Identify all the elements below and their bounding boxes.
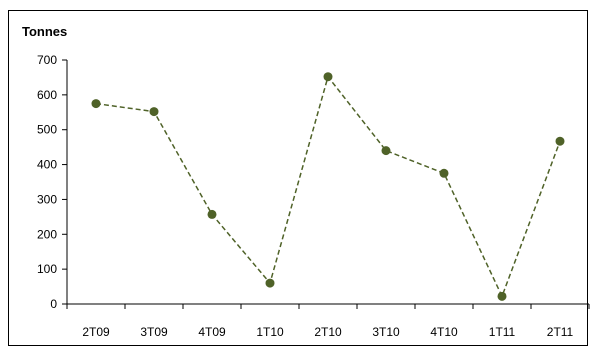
y-tick-label: 500 <box>37 123 57 137</box>
y-tick-label: 100 <box>37 262 57 276</box>
x-tick-label: 1T10 <box>256 325 284 339</box>
y-tick-label: 700 <box>37 53 57 67</box>
x-tick-label: 4T10 <box>430 325 458 339</box>
data-point-4T10 <box>439 168 449 178</box>
series <box>91 72 565 301</box>
x-tick-label: 4T09 <box>198 325 226 339</box>
data-point-4T09 <box>207 209 217 219</box>
y-ticks: 0 100 200 300 400 500 600 700 <box>37 53 67 311</box>
y-tick-label: 0 <box>50 297 57 311</box>
x-tick-label: 3T10 <box>372 325 400 339</box>
series-line <box>95 75 561 299</box>
x-tick-label: 2T09 <box>82 325 110 339</box>
chart-frame <box>8 10 588 346</box>
data-point-2T11 <box>555 136 565 146</box>
y-tick-label: 400 <box>37 158 57 172</box>
y-tick-label: 600 <box>37 88 57 102</box>
data-point-2T09 <box>91 99 101 109</box>
data-point-1T10 <box>265 278 275 288</box>
data-point-1T11 <box>497 291 507 301</box>
x-tick-label: 3T09 <box>140 325 168 339</box>
y-tick-label: 300 <box>37 192 57 206</box>
data-point-3T09 <box>149 107 159 117</box>
y-tick-label: 200 <box>37 227 57 241</box>
x-tick-label: 2T10 <box>314 325 342 339</box>
axes <box>66 60 589 305</box>
data-point-2T10 <box>323 72 333 82</box>
data-point-3T10 <box>381 146 391 156</box>
x-tick-label: 2T11 <box>547 325 574 339</box>
y-axis-label: Tonnes <box>22 24 67 39</box>
x-ticks: 2T09 3T09 4T09 1T10 2T10 3T10 4T10 1T11 2T11 <box>66 304 590 339</box>
x-tick-label: 1T11 <box>489 325 516 339</box>
